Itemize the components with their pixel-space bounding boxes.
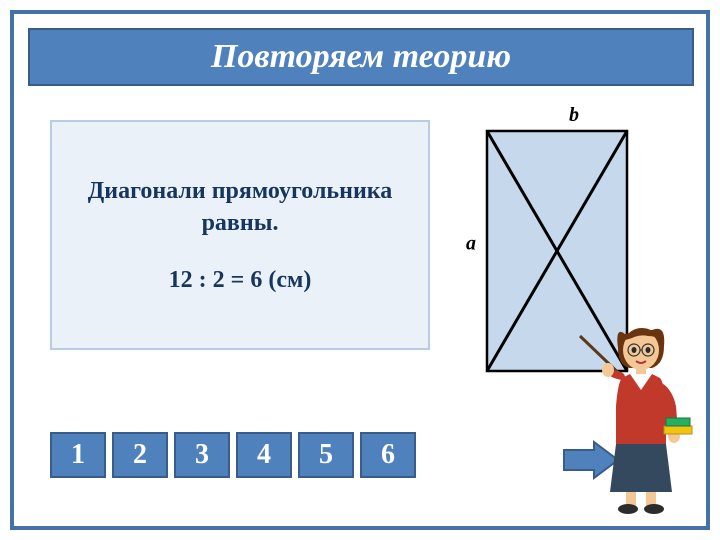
nav-button-1[interactable]: 1 xyxy=(50,432,106,478)
teacher-illustration xyxy=(570,306,710,516)
slide-frame: Повторяем теорию Диагонали прямоугольник… xyxy=(10,10,710,530)
content-box: Диагонали прямоугольника равны. 12 : 2 =… xyxy=(50,120,430,350)
nav-button-3[interactable]: 3 xyxy=(174,432,230,478)
calculation-text: 12 : 2 = 6 (см) xyxy=(169,267,312,294)
label-a: a xyxy=(466,233,476,256)
theory-text: Диагонали прямоугольника равны. xyxy=(72,176,408,238)
title-banner: Повторяем теорию xyxy=(28,28,694,86)
nav-button-5[interactable]: 5 xyxy=(298,432,354,478)
nav-button-6[interactable]: 6 xyxy=(360,432,416,478)
nav-button-4[interactable]: 4 xyxy=(236,432,292,478)
label-b: b xyxy=(569,104,579,127)
nav-button-row: 1 2 3 4 5 6 xyxy=(50,432,416,478)
slide-title: Повторяем теорию xyxy=(211,38,511,76)
nav-button-2[interactable]: 2 xyxy=(112,432,168,478)
